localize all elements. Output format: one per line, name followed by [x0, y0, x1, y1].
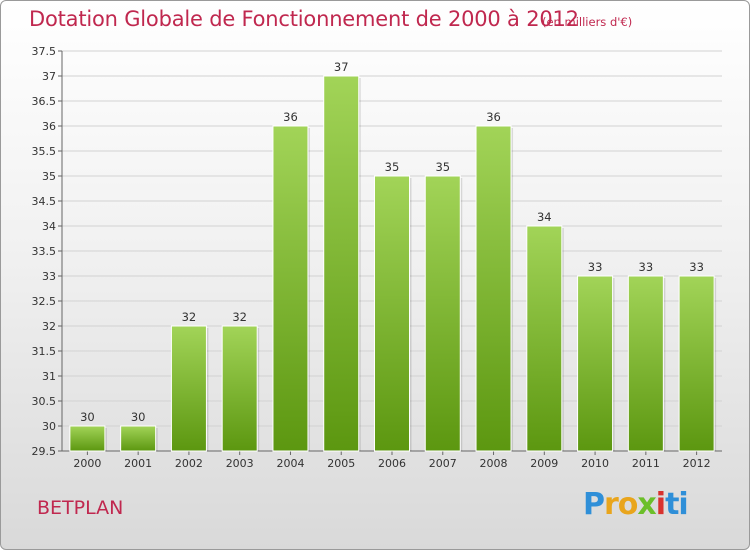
y-tick-label: 34.5	[32, 195, 57, 208]
y-tick-label: 37	[42, 70, 56, 83]
logo-letter: i	[655, 487, 666, 522]
data-label: 33	[689, 260, 704, 274]
x-tick-label: 2002	[175, 457, 203, 470]
chart-subtitle: (en milliers d'€)	[542, 15, 633, 29]
proxiti-logo[interactable]: Proxiti	[583, 487, 689, 522]
data-label: 30	[131, 410, 146, 424]
bar[interactable]	[475, 125, 512, 452]
data-label: 30	[80, 410, 95, 424]
y-tick-label: 35	[42, 170, 56, 183]
bar[interactable]	[170, 325, 207, 452]
y-tick-label: 31.5	[32, 345, 57, 358]
data-label: 37	[334, 60, 349, 74]
logo-letter: P	[583, 487, 605, 522]
x-tick-label: 2000	[73, 457, 101, 470]
data-label: 32	[182, 310, 197, 324]
bar[interactable]	[374, 175, 410, 452]
bar[interactable]	[627, 275, 664, 452]
x-tick-label: 2006	[378, 457, 406, 470]
y-tick-label: 32.5	[32, 295, 57, 308]
bar[interactable]	[526, 225, 563, 452]
y-tick-label: 32	[42, 320, 56, 333]
y-tick-label: 33.5	[32, 245, 57, 258]
data-label: 34	[537, 210, 552, 224]
y-tick-label: 36.5	[32, 95, 57, 108]
data-label: 35	[385, 160, 400, 174]
y-tick-label: 36	[42, 120, 56, 133]
data-label: 32	[232, 310, 247, 324]
y-tick-label: 33	[42, 270, 56, 283]
y-tick-label: 35.5	[32, 145, 57, 158]
chart-title: Dotation Globale de Fonctionnement de 20…	[29, 7, 579, 31]
y-tick-label: 37.5	[32, 45, 57, 58]
data-label: 33	[639, 260, 654, 274]
bar[interactable]	[678, 275, 715, 452]
data-label: 35	[435, 160, 450, 174]
logo-letter: o	[617, 487, 639, 522]
x-tick-label: 2007	[429, 457, 457, 470]
y-tick-label: 31	[42, 370, 56, 383]
commune-name: BETPLAN	[37, 497, 124, 519]
x-tick-label: 2003	[226, 457, 254, 470]
y-tick-label: 30	[42, 420, 56, 433]
x-tick-label: 2004	[276, 457, 304, 470]
y-tick-label: 34	[42, 220, 56, 233]
data-label: 36	[283, 110, 298, 124]
logo-letter: x	[637, 487, 656, 522]
data-label: 36	[486, 110, 501, 124]
logo-letter: r	[604, 487, 619, 522]
data-label: 33	[588, 260, 603, 274]
logo-letter: ti	[665, 487, 689, 522]
bar[interactable]	[323, 75, 360, 452]
bar[interactable]	[272, 125, 309, 452]
bar[interactable]	[577, 275, 614, 452]
x-tick-label: 2010	[581, 457, 609, 470]
bar[interactable]	[120, 425, 157, 452]
bar[interactable]	[69, 425, 106, 452]
x-tick-label: 2009	[530, 457, 558, 470]
x-tick-label: 2012	[683, 457, 711, 470]
y-tick-label: 30.5	[32, 395, 57, 408]
x-tick-label: 2001	[124, 457, 152, 470]
x-tick-label: 2008	[480, 457, 508, 470]
x-tick-label: 2005	[327, 457, 355, 470]
x-tick-label: 2011	[632, 457, 660, 470]
bar[interactable]	[221, 325, 258, 452]
y-tick-label: 29.5	[32, 445, 57, 458]
bar[interactable]	[424, 175, 461, 452]
